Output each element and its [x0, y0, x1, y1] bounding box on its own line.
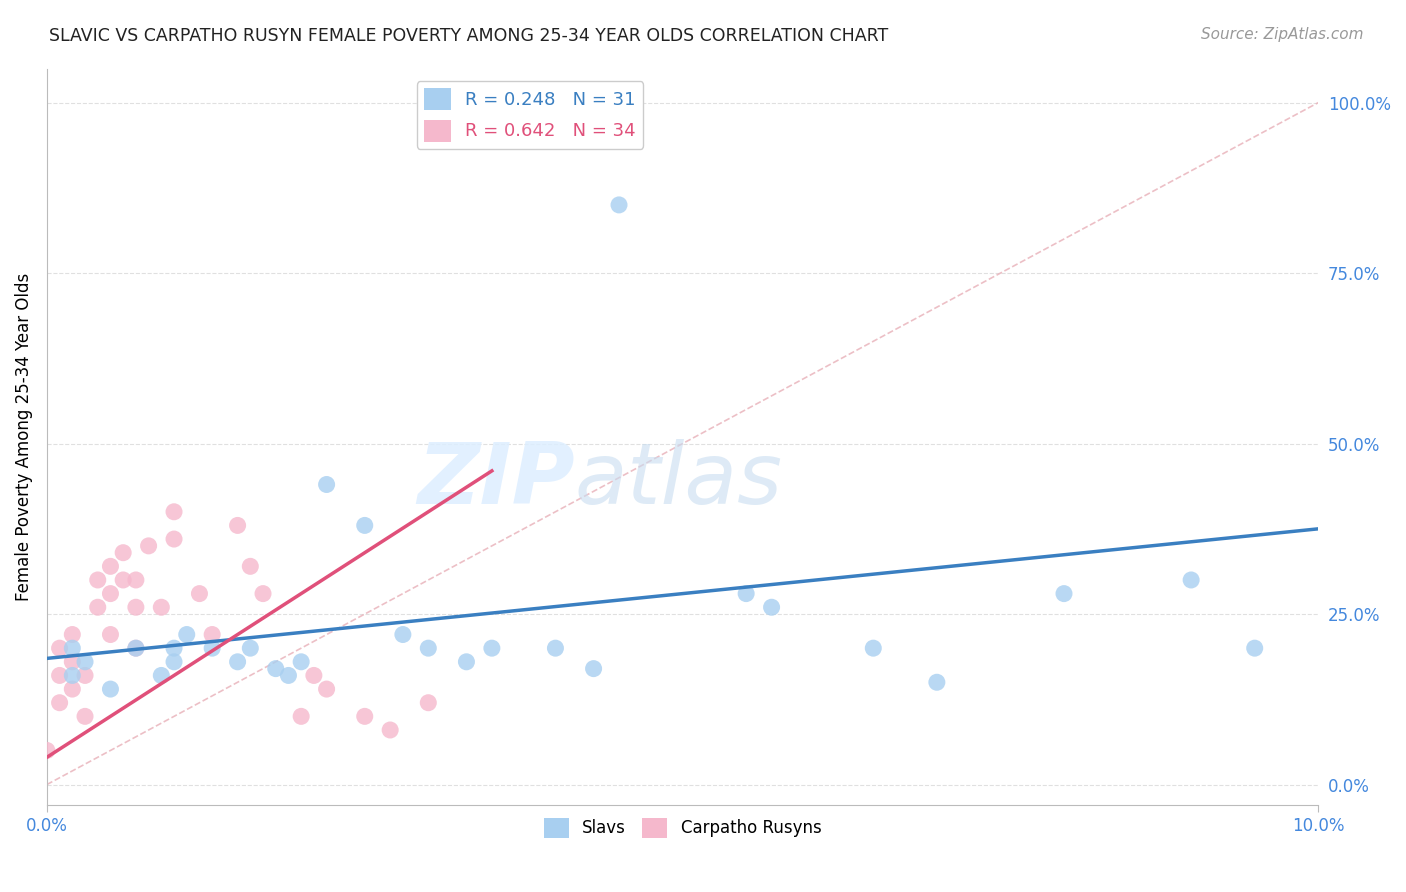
Point [239, 641, 262, 656]
Point [456, 655, 478, 669]
Point [125, 641, 148, 656]
Point [582, 662, 605, 676]
Point [607, 198, 630, 212]
Point [392, 627, 415, 641]
Point [353, 709, 375, 723]
Point [315, 682, 337, 697]
Point [150, 600, 173, 615]
Point [163, 532, 186, 546]
Point [48, 696, 70, 710]
Point [100, 627, 122, 641]
Point [290, 655, 312, 669]
Point [1180, 573, 1202, 587]
Point [48, 641, 70, 656]
Text: atlas: atlas [575, 440, 783, 523]
Point [100, 586, 122, 600]
Point [252, 586, 274, 600]
Point [87, 573, 110, 587]
Point [73, 655, 96, 669]
Point [353, 518, 375, 533]
Point [201, 627, 224, 641]
Point [100, 559, 122, 574]
Point [1243, 641, 1265, 656]
Text: ZIP: ZIP [418, 440, 575, 523]
Point [60, 655, 83, 669]
Point [418, 696, 440, 710]
Point [290, 709, 312, 723]
Point [60, 641, 83, 656]
Point [239, 559, 262, 574]
Point [378, 723, 401, 737]
Point [302, 668, 325, 682]
Text: SLAVIC VS CARPATHO RUSYN FEMALE POVERTY AMONG 25-34 YEAR OLDS CORRELATION CHART: SLAVIC VS CARPATHO RUSYN FEMALE POVERTY … [49, 27, 889, 45]
Point [315, 477, 337, 491]
Point [112, 546, 135, 560]
Point [60, 668, 83, 682]
Point [264, 662, 287, 676]
Point [761, 600, 783, 615]
Legend: Slavs, Carpatho Rusyns: Slavs, Carpatho Rusyns [537, 811, 828, 845]
Point [48, 668, 70, 682]
Point [201, 641, 224, 656]
Point [138, 539, 160, 553]
Point [544, 641, 567, 656]
Point [73, 709, 96, 723]
Point [188, 586, 211, 600]
Point [35, 743, 58, 757]
Point [277, 668, 299, 682]
Point [112, 573, 135, 587]
Text: Source: ZipAtlas.com: Source: ZipAtlas.com [1201, 27, 1364, 42]
Point [226, 655, 249, 669]
Point [176, 627, 198, 641]
Point [100, 682, 122, 697]
Point [226, 518, 249, 533]
Point [60, 627, 83, 641]
Point [735, 586, 758, 600]
Point [150, 668, 173, 682]
Point [163, 655, 186, 669]
Point [87, 600, 110, 615]
Point [125, 600, 148, 615]
Point [73, 668, 96, 682]
Point [125, 573, 148, 587]
Y-axis label: Female Poverty Among 25-34 Year Olds: Female Poverty Among 25-34 Year Olds [15, 273, 32, 601]
Point [60, 682, 83, 697]
Point [418, 641, 440, 656]
Point [125, 641, 148, 656]
Point [163, 505, 186, 519]
Point [481, 641, 503, 656]
Point [862, 641, 884, 656]
Point [925, 675, 948, 690]
Point [163, 641, 186, 656]
Point [1053, 586, 1076, 600]
